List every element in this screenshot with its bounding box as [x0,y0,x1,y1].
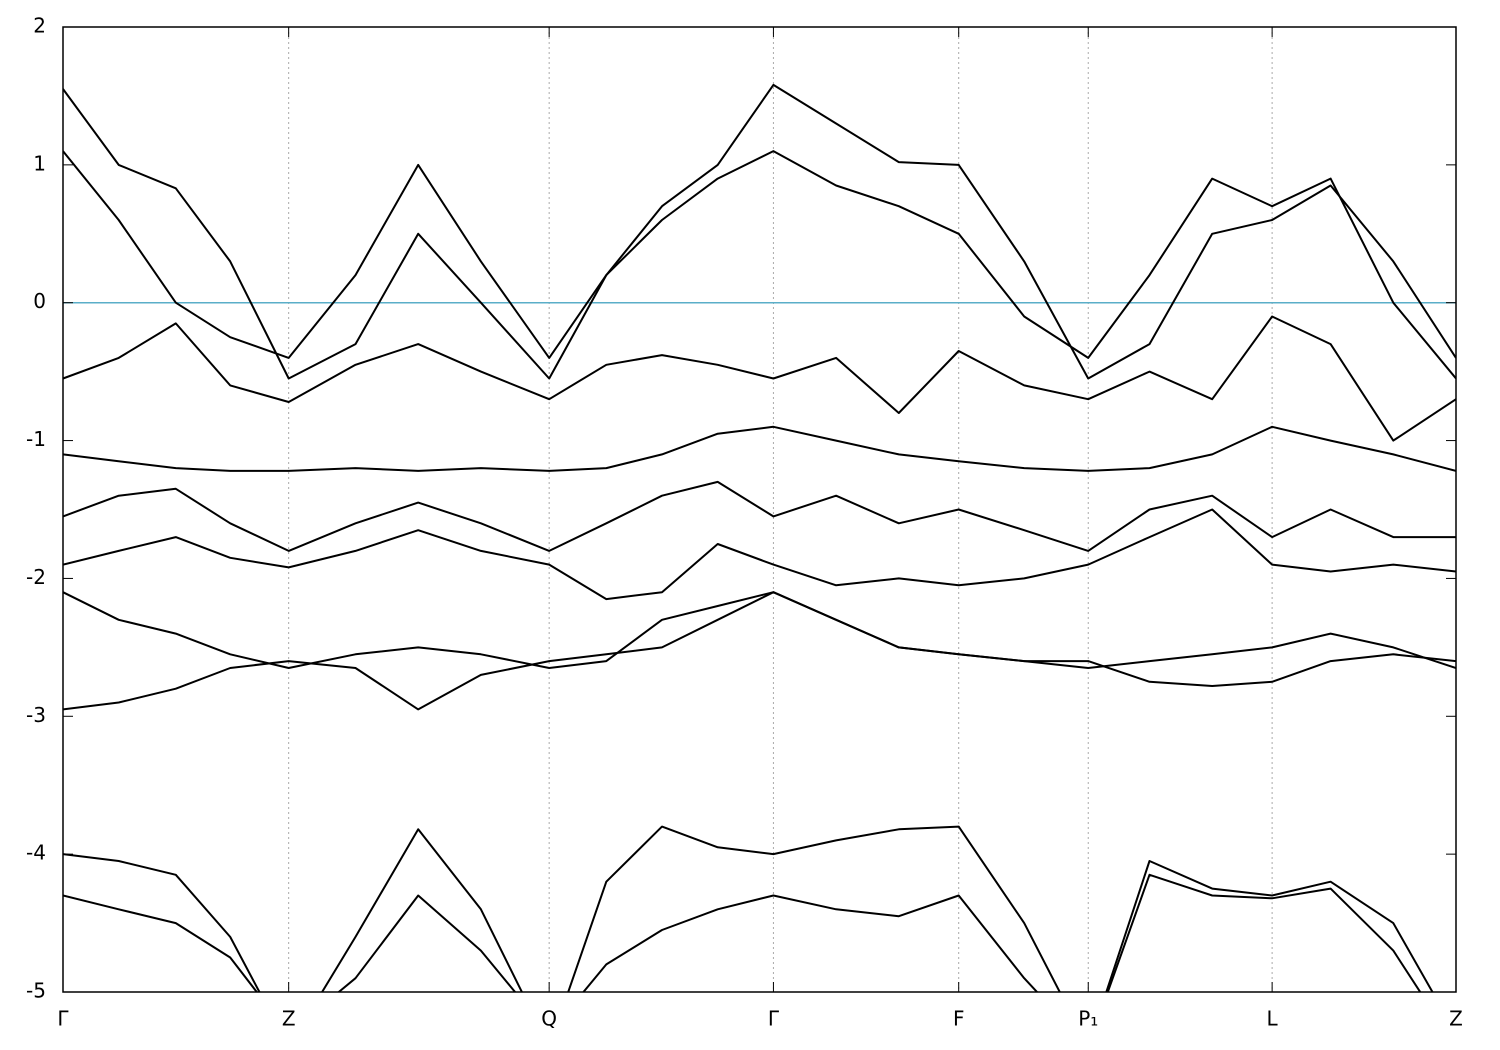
x-tick-label: P₁ [1078,1007,1098,1031]
band-line [63,315,1456,442]
y-tick-label: -3 [26,703,46,727]
band-line [63,150,1456,380]
band-line [63,508,1456,601]
plot-frame [62,26,1457,993]
y-tick-label: 1 [33,151,46,175]
x-tick-label: Γ [57,1007,69,1031]
band-line [63,425,1456,472]
y-tick-label: -4 [26,841,46,865]
x-tick-label: Γ [768,1007,780,1031]
y-tick-label: 2 [33,14,46,38]
axis-labels: 2 1 0 -1 -2 -3 -4 -5 Γ Z Q Γ F P₁ L Z [26,14,1463,1031]
y-tick-label: -2 [26,565,46,589]
band-line [63,591,1456,711]
y-tick-label: -1 [26,427,46,451]
band-line [63,83,1456,380]
band-line [63,825,1434,992]
band-line [63,480,1456,552]
x-tick-label: Z [1449,1007,1463,1031]
x-tick-label: Z [282,1007,296,1031]
x-tick-label: L [1267,1007,1279,1031]
band-line [63,873,1422,992]
band-line [63,591,1456,669]
bands [63,83,1456,992]
grid-layer [62,27,1457,992]
x-tick-label: Q [541,1007,557,1031]
y-tick-label: -5 [26,979,46,1003]
y-tick-label: 0 [33,289,46,313]
x-tick-label: F [953,1007,965,1031]
